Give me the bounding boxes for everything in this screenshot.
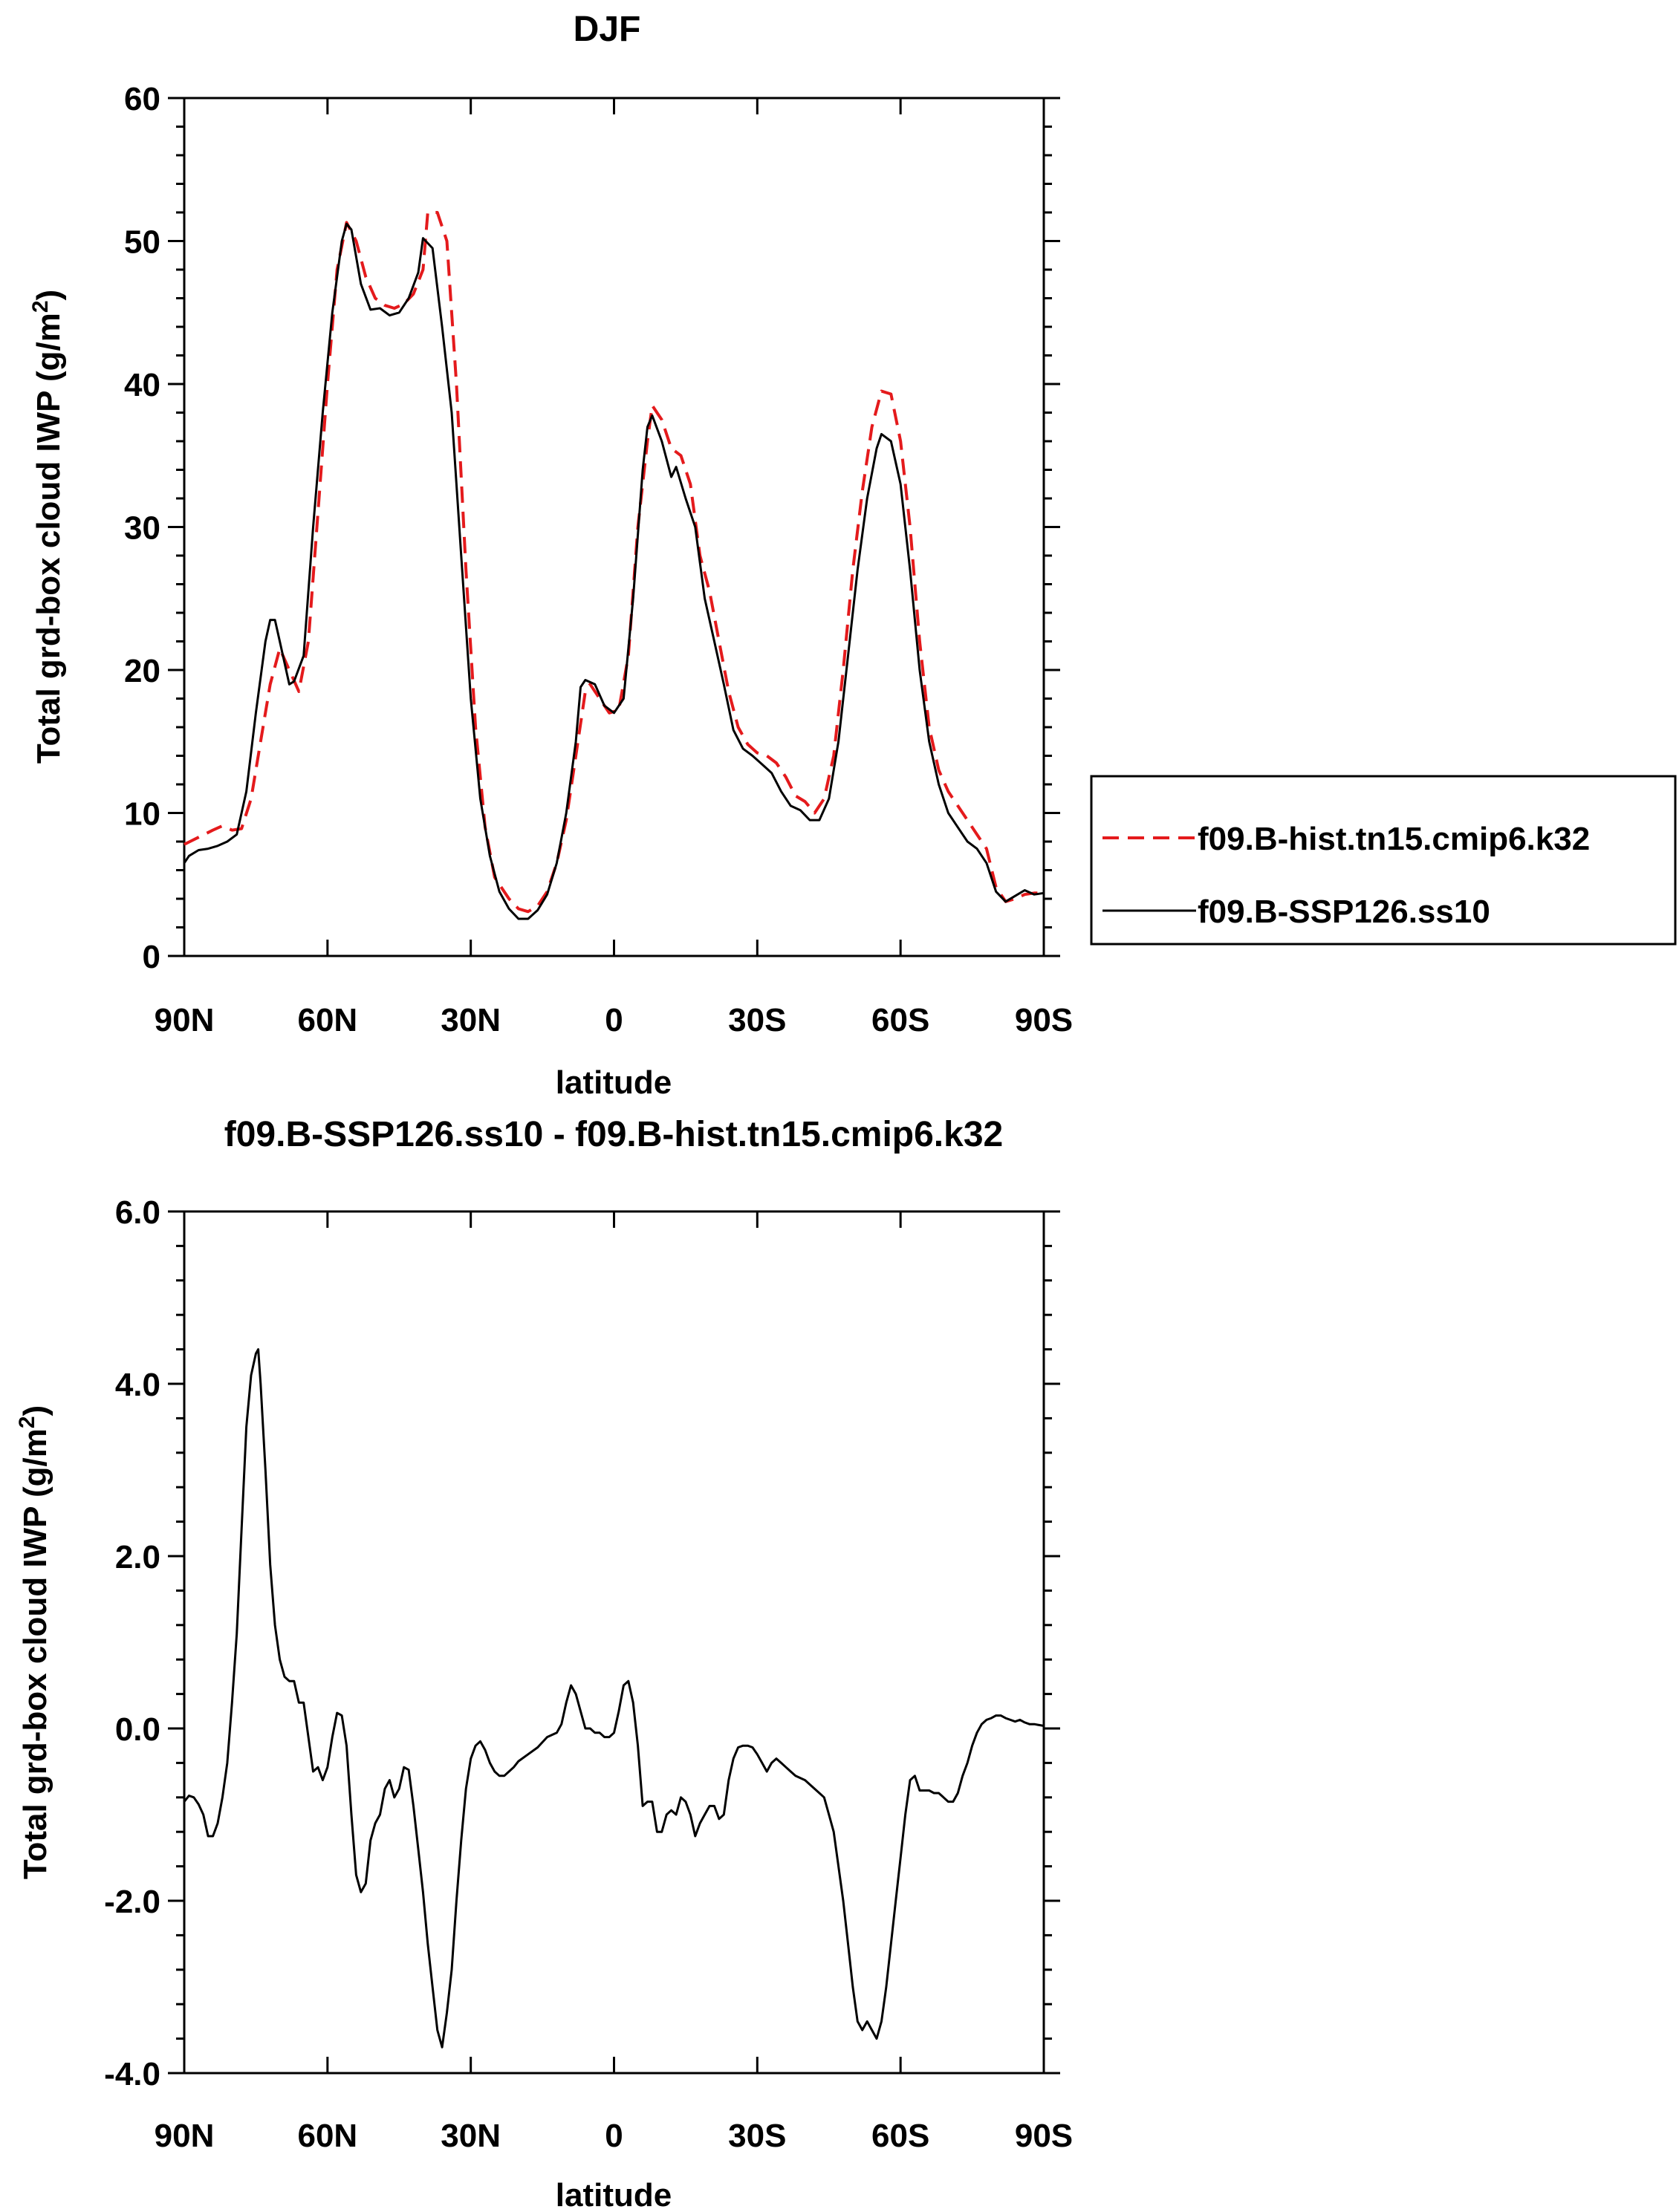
x-tick-label: 90N bbox=[155, 1002, 215, 1038]
x-axis-label: latitude bbox=[556, 1064, 672, 1101]
y-axis-label: Total grd-box cloud IWP (g/m2) bbox=[15, 1405, 53, 1879]
y-tick-label: 4.0 bbox=[115, 1367, 160, 1403]
x-tick-label: 30S bbox=[728, 1002, 786, 1038]
x-tick-label: 90N bbox=[155, 2118, 215, 2154]
legend: f09.B-hist.tn15.cmip6.k32 f09.B-SSP126.s… bbox=[1090, 775, 1677, 946]
series-line-0 bbox=[184, 211, 1044, 914]
chart-title: f09.B-SSP126.ss10 - f09.B-hist.tn15.cmip… bbox=[224, 1115, 1003, 1154]
y-tick-label: 2.0 bbox=[115, 1539, 160, 1575]
x-axis-label: latitude bbox=[556, 2177, 672, 2212]
y-tick-label: -2.0 bbox=[104, 1884, 160, 1920]
y-tick-labels: -4.0 -2.0 0.0 2.0 4.0 6.0 bbox=[104, 1194, 160, 2092]
y-tick-labels: 0 10 20 30 40 50 60 bbox=[124, 81, 160, 975]
series-line-1 bbox=[183, 222, 1045, 920]
x-tick-label: 90S bbox=[1015, 2118, 1073, 2154]
series-line-0 bbox=[183, 1348, 1045, 2049]
y-tick-label: 60 bbox=[124, 81, 160, 117]
chart-title: DJF bbox=[574, 10, 641, 49]
axis-ticks bbox=[168, 1210, 1060, 2075]
y-tick-label: 10 bbox=[124, 796, 160, 833]
y-tick-label: 0.0 bbox=[115, 1711, 160, 1748]
x-tick-label: 30N bbox=[441, 2118, 501, 2154]
legend-label-hist: f09.B-hist.tn15.cmip6.k32 bbox=[1198, 821, 1590, 857]
y-tick-label: 30 bbox=[124, 510, 160, 547]
legend-label-ssp: f09.B-SSP126.ss10 bbox=[1198, 894, 1490, 930]
x-tick-label: 90S bbox=[1015, 1002, 1073, 1038]
plot-area bbox=[183, 1210, 1045, 2075]
series-lines bbox=[183, 1348, 1045, 2049]
y-axis-label: Total grd-box cloud IWP (g/m2) bbox=[28, 290, 67, 764]
x-tick-label: 60N bbox=[297, 1002, 357, 1038]
y-tick-label: -4.0 bbox=[104, 2056, 160, 2092]
x-tick-labels: 90N 60N 30N 0 30S 60S 90S bbox=[155, 2118, 1074, 2154]
y-tick-label: 40 bbox=[124, 367, 160, 403]
x-tick-label: 30S bbox=[728, 2118, 786, 2154]
x-tick-label: 30N bbox=[441, 1002, 501, 1038]
legend-box bbox=[1090, 775, 1677, 946]
axis-ticks bbox=[168, 97, 1060, 957]
y-tick-label: 50 bbox=[124, 224, 160, 261]
x-tick-label: 0 bbox=[605, 2118, 623, 2154]
plot-frame bbox=[183, 1210, 1045, 2075]
y-tick-label: 6.0 bbox=[115, 1194, 160, 1231]
x-tick-label: 60N bbox=[297, 2118, 357, 2154]
y-tick-label: 20 bbox=[124, 653, 160, 689]
bottom-chart: f09.B-SSP126.ss10 - f09.B-hist.tn15.cmip… bbox=[15, 1115, 1073, 2212]
x-tick-label: 60S bbox=[871, 1002, 929, 1038]
series-lines bbox=[183, 211, 1045, 920]
x-tick-labels: 90N 60N 30N 0 30S 60S 90S bbox=[155, 1002, 1074, 1038]
x-tick-label: 60S bbox=[871, 2118, 929, 2154]
y-tick-label: 0 bbox=[143, 939, 160, 975]
top-chart: DJF 90N 60N 30N 0 30S 60S 90S 0 10 20 30 40 50 60 la… bbox=[28, 10, 1677, 1101]
x-tick-label: 0 bbox=[605, 1002, 623, 1038]
